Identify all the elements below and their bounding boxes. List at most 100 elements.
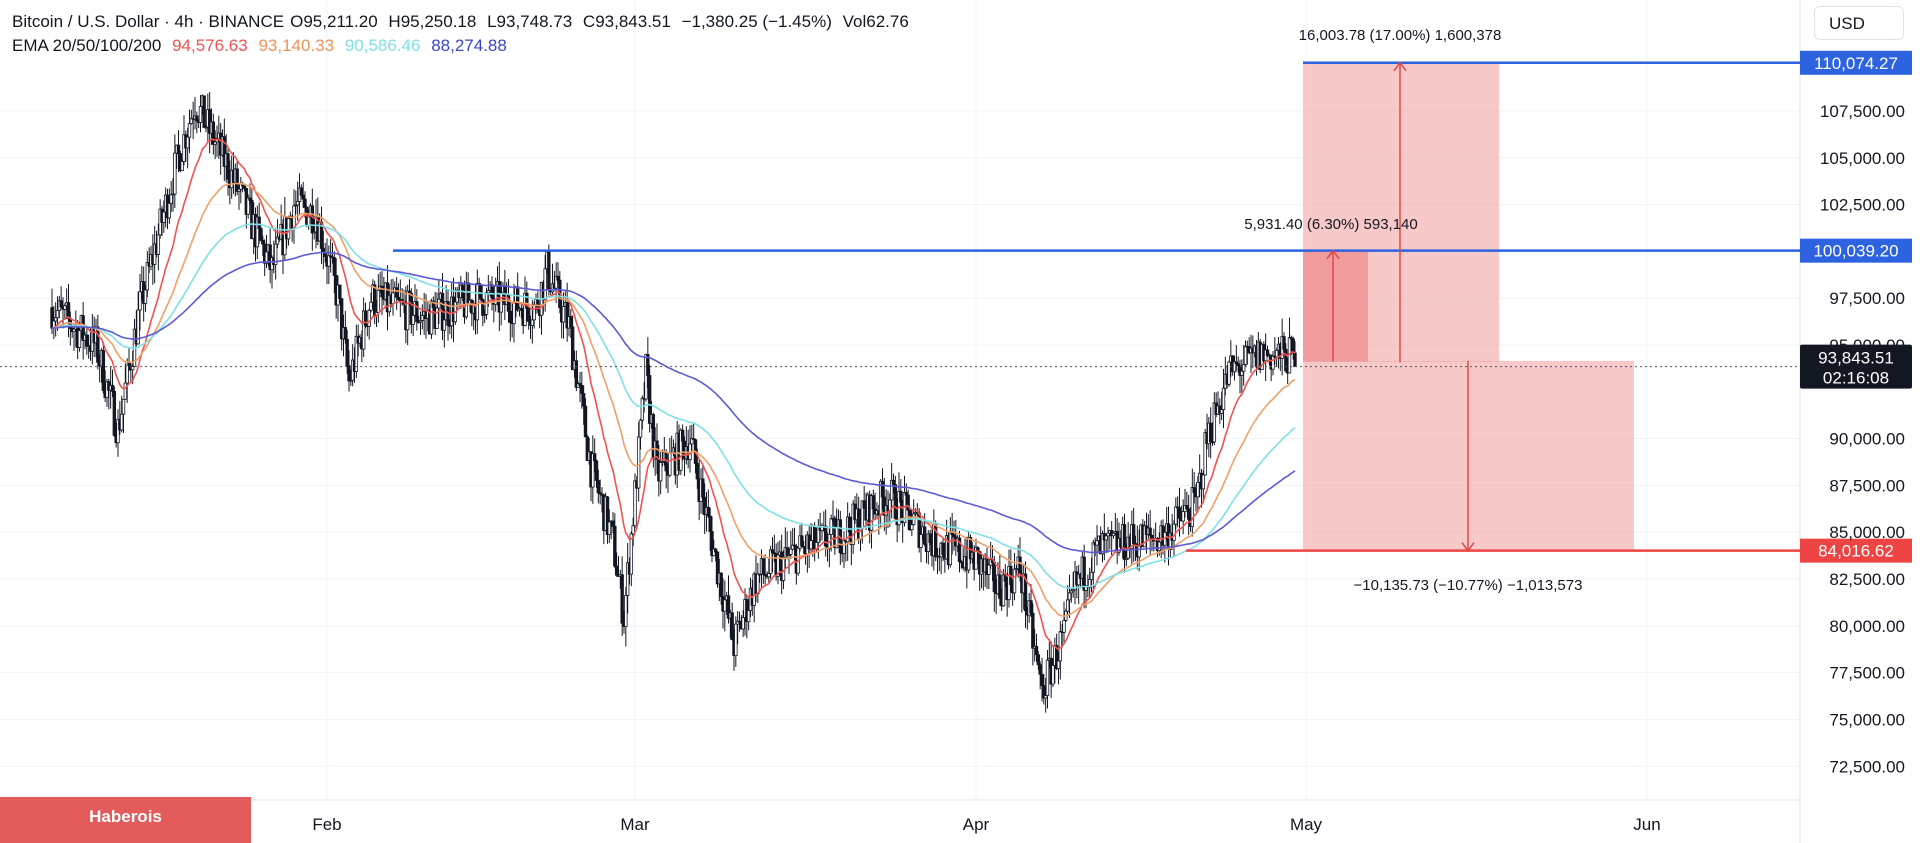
candle-body <box>906 494 910 511</box>
measure-label: −10,135.73 (−10.77%) −1,013,573 <box>1354 577 1583 594</box>
price-tick-label[interactable]: 105,000.00 <box>1820 149 1905 168</box>
current-price-label[interactable]: 93,843.51 <box>1818 349 1894 368</box>
candle-body <box>625 562 630 596</box>
measure-arrow-head <box>1461 542 1475 552</box>
candle-body <box>787 554 791 556</box>
candle-body <box>420 315 425 321</box>
candle-body <box>770 549 775 554</box>
candle-body <box>213 141 217 145</box>
current-price-tag[interactable] <box>1800 344 1912 389</box>
candle-body <box>442 319 447 331</box>
candle-body <box>974 547 978 570</box>
candle-body <box>235 168 239 192</box>
candle-body <box>1238 365 1242 376</box>
currency-button[interactable]: USD <box>1814 6 1904 40</box>
price-tick-label[interactable]: 72,500.00 <box>1829 757 1905 776</box>
candle-body <box>1185 504 1189 510</box>
symbol-title[interactable]: Bitcoin / U.S. Dollar · 4h · BINANCE <box>12 12 285 31</box>
candle-body <box>631 525 635 535</box>
candle-body <box>1175 506 1180 509</box>
candle-body <box>592 453 597 462</box>
level-price-label[interactable]: 100,039.20 <box>1813 242 1898 261</box>
level-price-label[interactable]: 110,074.27 <box>1814 54 1898 73</box>
candle-body <box>1001 574 1006 607</box>
candle-body <box>702 496 707 516</box>
candle-body <box>1029 600 1033 614</box>
candle-body <box>899 490 903 503</box>
candle-body <box>121 398 126 415</box>
candle-body <box>310 205 315 234</box>
candle-body <box>1095 540 1099 546</box>
time-axis[interactable]: Feb Mar Apr May Jun <box>312 815 1660 834</box>
price-tick-label[interactable]: 82,500.00 <box>1829 570 1905 589</box>
ema-label[interactable]: EMA 20/50/100/200 <box>12 36 162 55</box>
candle-body <box>908 509 912 531</box>
level-price-tag[interactable] <box>1800 50 1912 75</box>
candle-body <box>889 479 894 501</box>
candle-body <box>767 573 771 578</box>
candle-body <box>101 350 106 391</box>
time-tick-label[interactable]: Mar <box>620 815 650 834</box>
candle-body <box>261 239 265 245</box>
candle-body <box>583 405 588 438</box>
candle-body <box>1034 645 1039 656</box>
countdown-label[interactable]: 02:16:08 <box>1823 369 1889 388</box>
candle-body <box>394 287 399 298</box>
candle-body <box>1012 568 1017 594</box>
level-price-label[interactable]: 84,016.62 <box>1818 542 1894 561</box>
candle-body <box>361 310 366 350</box>
candle-body <box>222 136 227 167</box>
candle-body <box>248 197 252 201</box>
time-tick-label[interactable]: Jun <box>1633 815 1660 834</box>
candle-body <box>1234 361 1239 364</box>
candle-body <box>332 257 337 276</box>
time-tick-label[interactable]: May <box>1290 815 1323 834</box>
candle-body <box>264 251 269 264</box>
candle-body <box>636 436 641 489</box>
candle-body <box>1192 487 1196 493</box>
time-tick-label[interactable]: Apr <box>963 815 990 834</box>
price-tick-label[interactable]: 77,500.00 <box>1829 664 1905 683</box>
candle-body <box>1062 619 1066 633</box>
candle-body <box>339 298 344 340</box>
candle-body <box>1051 665 1055 685</box>
time-tick-label[interactable]: Feb <box>312 815 341 834</box>
price-tick-label[interactable]: 75,000.00 <box>1829 710 1905 729</box>
candle-body <box>1172 523 1176 541</box>
candle-body <box>1031 612 1035 649</box>
candle-body <box>145 262 150 291</box>
ema200-line <box>51 251 1296 554</box>
price-tick-label[interactable]: 107,500.00 <box>1820 102 1905 121</box>
candle-body <box>574 360 579 388</box>
candle-body <box>306 216 311 227</box>
price-tick-label[interactable]: 80,000.00 <box>1829 617 1905 636</box>
candle-body <box>842 539 846 554</box>
candle-body <box>1271 355 1275 370</box>
candle-body <box>941 542 945 555</box>
candle-body <box>746 610 751 623</box>
candle-body <box>301 194 305 200</box>
price-tick-label[interactable]: 102,500.00 <box>1820 196 1905 215</box>
candle-body <box>594 460 599 481</box>
candle-body <box>162 211 166 223</box>
horizontal-levels[interactable] <box>0 61 1800 552</box>
candle-body <box>658 462 663 482</box>
measure-labels: 16,003.78 (17.00%) 1,600,378 5,931.40 (6.… <box>1244 27 1582 594</box>
price-tick-label[interactable]: 90,000.00 <box>1829 430 1905 449</box>
candle-body <box>757 573 762 576</box>
candle-body <box>730 612 734 641</box>
candle-body <box>312 231 316 234</box>
price-tick-label[interactable]: 97,500.00 <box>1829 289 1905 308</box>
candle-body <box>207 109 212 134</box>
level-price-tag[interactable] <box>1800 538 1912 563</box>
candle-body <box>167 202 172 219</box>
level-price-tag[interactable] <box>1800 238 1912 263</box>
price-axis[interactable]: 110,074.27 100,039.20 84,016.62 72,500.00 75… <box>1800 50 1912 776</box>
price-tick-label[interactable]: 87,500.00 <box>1829 476 1905 495</box>
price-tick-label[interactable]: 85,000.00 <box>1829 523 1905 542</box>
candle-body <box>1219 409 1224 414</box>
candle-body <box>712 548 716 557</box>
candle-body <box>578 383 582 386</box>
ema-legend: EMA 20/50/100/200 94,576.63 93,140.33 90… <box>12 36 513 56</box>
